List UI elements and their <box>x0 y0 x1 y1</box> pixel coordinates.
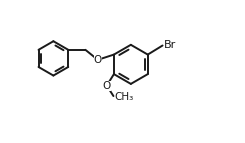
Text: CH₃: CH₃ <box>114 92 134 102</box>
Text: O: O <box>94 55 102 65</box>
Text: Br: Br <box>164 40 176 50</box>
Text: O: O <box>103 81 111 91</box>
